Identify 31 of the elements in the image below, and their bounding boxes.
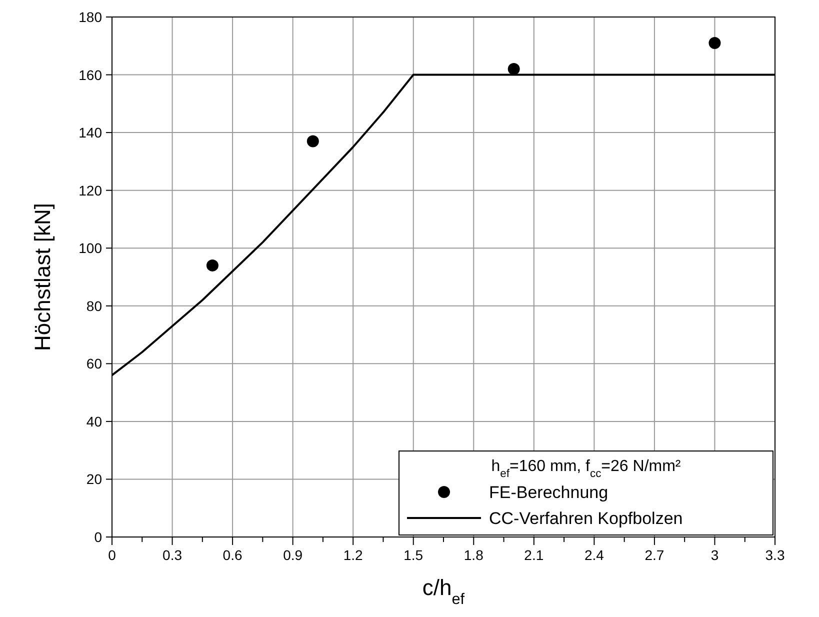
x-tick-label: 2.1 xyxy=(524,547,544,563)
x-tick-label: 0 xyxy=(108,547,116,563)
x-tick-label: 0.3 xyxy=(162,547,182,563)
y-tick-label: 80 xyxy=(86,298,102,314)
x-tick-label: 2.4 xyxy=(584,547,604,563)
y-tick-label: 0 xyxy=(94,529,102,545)
legend-label: FE-Berechnung xyxy=(489,483,608,502)
x-tick-label: 1.5 xyxy=(404,547,424,563)
x-tick-label: 3.3 xyxy=(765,547,785,563)
x-tick-label: 0.6 xyxy=(222,547,242,563)
x-axis-title: c/h$_{ef}$ xyxy=(422,575,466,608)
point xyxy=(508,63,520,75)
y-tick-label: 120 xyxy=(78,182,102,198)
y-tick-label: 100 xyxy=(78,240,102,256)
x-tick-label: 3 xyxy=(710,547,719,563)
x-tick-label: 1.8 xyxy=(464,547,484,563)
y-tick-label: 20 xyxy=(86,471,102,488)
y-axis-title: Höchstlast [kN] xyxy=(30,203,55,351)
x-tick-label: 2.7 xyxy=(644,547,664,563)
y-tick-label: 160 xyxy=(78,66,102,83)
point xyxy=(708,37,721,49)
legend-label: CC-Verfahren Kopfbolzen xyxy=(489,509,683,528)
y-tick-label: 40 xyxy=(86,413,102,430)
legend-title: h$_{ef}$=160 mm, f$_{cc}$=26 N/mm² xyxy=(491,458,682,480)
point xyxy=(206,259,218,272)
point xyxy=(306,135,319,148)
x-tick-label: 1.2 xyxy=(343,547,364,563)
x-tick-label: 0.9 xyxy=(283,547,303,563)
y-tick-label: 140 xyxy=(78,124,102,141)
y-tick-label: 180 xyxy=(78,9,102,25)
y-tick-label: 60 xyxy=(86,356,102,372)
